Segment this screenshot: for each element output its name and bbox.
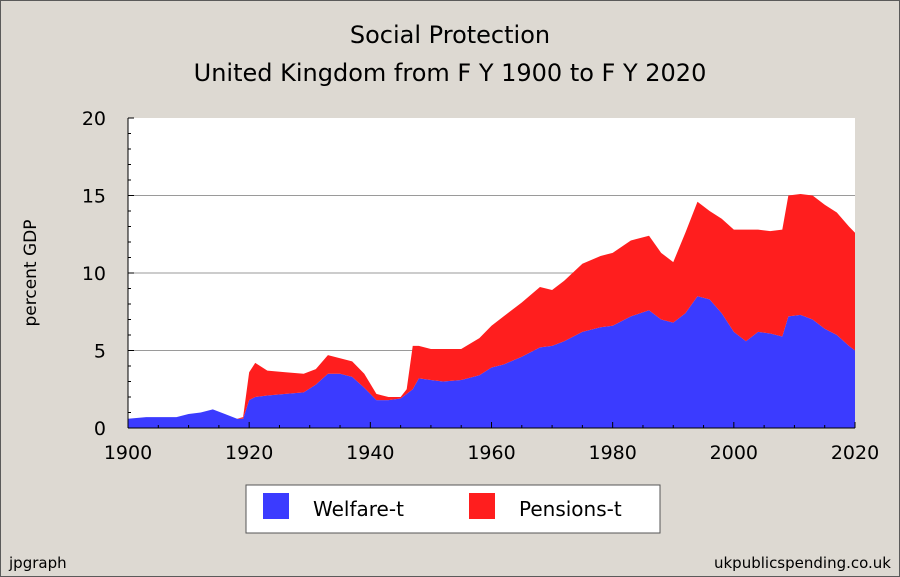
y-tick-label: 10	[82, 263, 106, 285]
axes	[127, 117, 856, 429]
y-tick-label: 0	[94, 418, 106, 440]
x-tick-label: 1960	[467, 442, 515, 464]
chart-subtitle: United Kingdom from F Y 1900 to F Y 2020	[194, 59, 707, 87]
legend-label-welfare: Welfare-t	[313, 497, 404, 521]
footer-jpgraph: jpgraph	[8, 554, 67, 572]
x-tick-label: 1980	[588, 442, 636, 464]
chart-title: Social Protection	[350, 21, 550, 49]
x-tick-label: 1900	[104, 442, 152, 464]
x-tick-label: 2020	[831, 442, 879, 464]
legend-box	[245, 484, 661, 534]
x-tick-labels: 1900 1920 1940 1960 1980 2000 2020	[104, 442, 879, 464]
x-tick-label: 1920	[225, 442, 273, 464]
y-tick-labels: 0 5 10 15 20	[82, 108, 106, 440]
legend-label-pensions: Pensions-t	[519, 497, 622, 521]
area-series-0	[128, 296, 855, 428]
x-tick-label: 2000	[710, 442, 758, 464]
y-tick-label: 20	[82, 108, 106, 130]
y-tick-label: 15	[82, 186, 106, 208]
legend-swatch-welfare	[263, 493, 289, 519]
x-tick-label: 1940	[346, 442, 394, 464]
y-tick-label: 5	[94, 341, 106, 363]
legend: Welfare-t Pensions-t	[245, 484, 661, 534]
y-axis-label: percent GDP	[21, 219, 41, 326]
stacked-areas	[128, 193, 855, 428]
footer-source: ukpublicspending.co.uk	[714, 554, 891, 572]
legend-swatch-pensions	[469, 493, 495, 519]
